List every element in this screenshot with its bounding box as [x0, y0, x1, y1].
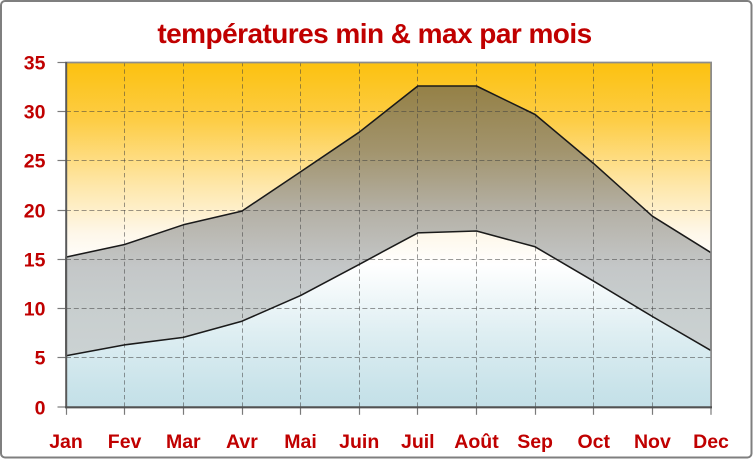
svg-text:5: 5 [35, 348, 46, 370]
svg-text:Jan: Jan [49, 431, 83, 453]
svg-text:30: 30 [24, 102, 46, 124]
svg-text:températures min & max par moi: températures min & max par mois [157, 18, 591, 49]
svg-text:25: 25 [24, 151, 46, 173]
svg-text:Fev: Fev [108, 431, 142, 453]
svg-text:Dec: Dec [693, 431, 729, 453]
svg-text:Avr: Avr [226, 431, 258, 453]
svg-text:10: 10 [24, 299, 46, 321]
svg-text:Nov: Nov [634, 431, 671, 453]
svg-text:15: 15 [24, 250, 46, 272]
svg-text:0: 0 [35, 397, 46, 419]
svg-text:Juin: Juin [339, 431, 379, 453]
svg-text:Juil: Juil [401, 431, 435, 453]
svg-text:Oct: Oct [577, 431, 610, 453]
svg-text:20: 20 [24, 201, 46, 223]
svg-text:Août: Août [454, 431, 499, 453]
svg-text:35: 35 [24, 53, 46, 75]
svg-text:Sep: Sep [517, 431, 553, 453]
svg-text:Mar: Mar [166, 431, 201, 453]
svg-text:Mai: Mai [284, 431, 317, 453]
